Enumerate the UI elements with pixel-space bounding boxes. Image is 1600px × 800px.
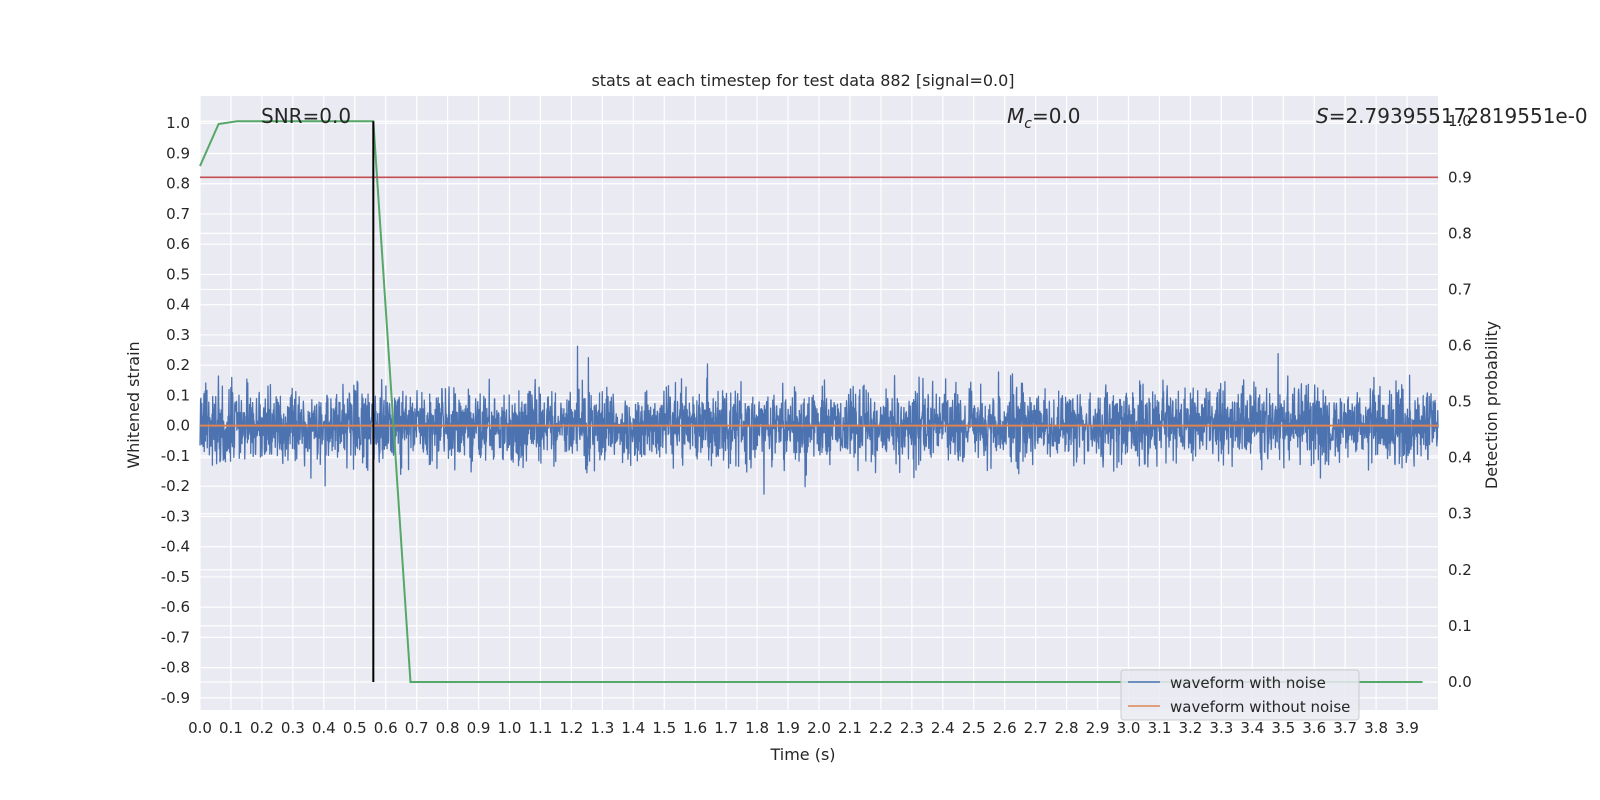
y-tick-label: 0.3 [166, 326, 190, 344]
x-tick-label: 1.0 [498, 719, 522, 737]
x-tick-label: 0.7 [405, 719, 429, 737]
legend-label-waveform-with-noise: waveform with noise [1170, 674, 1326, 692]
x-tick-label: 2.8 [1055, 719, 1079, 737]
y-tick-label: -0.7 [161, 628, 190, 646]
legend-box [1120, 669, 1360, 721]
y-tick-label: -0.3 [161, 507, 190, 525]
x-tick-label: 0.0 [188, 719, 212, 737]
y2-tick-label: 1.0 [1448, 112, 1472, 130]
y-tick-label: 0.7 [166, 205, 190, 223]
x-tick-label: 2.3 [900, 719, 924, 737]
y-tick-label: -0.6 [161, 598, 190, 616]
grid-lines [199, 96, 1438, 710]
x-tick-label: 2.5 [962, 719, 986, 737]
x-tick-label: 1.3 [590, 719, 614, 737]
y-tick-label: 0.6 [166, 235, 190, 253]
y2-tick-label: 0.6 [1448, 337, 1472, 355]
x-tick-label: 2.4 [931, 719, 955, 737]
y-tick-label: -0.5 [161, 568, 190, 586]
x-tick-label: 3.7 [1333, 719, 1357, 737]
chart-title: stats at each timestep for test data 882… [591, 71, 1014, 90]
x-tick-label: 2.7 [1024, 719, 1048, 737]
x-tick-label: 2.1 [838, 719, 862, 737]
y-tick-label: -0.1 [161, 447, 190, 465]
y2-tick-label: 0.4 [1448, 449, 1472, 467]
y-tick-label: -0.2 [161, 477, 190, 495]
x-tick-label: 3.5 [1271, 719, 1295, 737]
x-tick-label: 1.5 [652, 719, 676, 737]
y-axis-label: Whitened strain [124, 341, 143, 468]
y2-tick-label: 0.8 [1448, 224, 1472, 242]
y-tick-label: 0.5 [166, 265, 190, 283]
snr-annotation: SNR=0.0 [261, 104, 351, 128]
x-tick-label: 3.3 [1209, 719, 1233, 737]
series-layer [199, 120, 1439, 683]
x-tick-label: 0.8 [436, 719, 460, 737]
x-tick-label: 1.6 [683, 719, 707, 737]
legend-label-waveform-without-noise: waveform without noise [1170, 698, 1350, 716]
y2-tick-label: 0.0 [1448, 673, 1472, 691]
x-tick-label: 0.5 [343, 719, 367, 737]
y2-tick-label: 0.2 [1448, 561, 1472, 579]
chirp-mass-symbol: M [1007, 104, 1024, 128]
x-tick-label: 0.9 [467, 719, 491, 737]
x-tick-label: 3.9 [1395, 719, 1419, 737]
x-tick-label: 2.0 [807, 719, 831, 737]
series-detection-probability [199, 120, 1423, 683]
x-tick-label: 0.2 [250, 719, 274, 737]
legend: waveform with noise waveform without noi… [1120, 669, 1360, 721]
y2-tick-label: 0.9 [1448, 168, 1472, 186]
series-waveform-with-noise [199, 345, 1439, 495]
chirp-mass-value: =0.0 [1032, 104, 1081, 128]
x-tick-label: 2.6 [993, 719, 1017, 737]
x-tick-label: 3.6 [1302, 719, 1326, 737]
y2-tick-label: 0.7 [1448, 280, 1472, 298]
y-tick-label: 1.0 [166, 114, 190, 132]
y-tick-label: -0.8 [161, 659, 190, 677]
x-tick-label: 0.6 [374, 719, 398, 737]
y-tick-label: -0.9 [161, 689, 190, 707]
x-tick-label: 0.3 [281, 719, 305, 737]
chirp-mass-subscript: c [1024, 116, 1032, 132]
x-tick-label: 0.1 [219, 719, 243, 737]
x-tick-label: 1.1 [529, 719, 553, 737]
x-tick-label: 1.2 [559, 719, 583, 737]
x-tick-label: 1.8 [745, 719, 769, 737]
y2-tick-label: 0.5 [1448, 393, 1472, 411]
x-tick-label: 1.7 [714, 719, 738, 737]
x-tick-label: 3.4 [1240, 719, 1264, 737]
x-tick-label: 3.0 [1117, 719, 1141, 737]
x-axis-label: Time (s) [769, 745, 835, 764]
y-tick-label: 0.1 [166, 386, 190, 404]
x-tick-label: 3.8 [1364, 719, 1388, 737]
y-tick-label: 0.0 [166, 417, 190, 435]
s-symbol: S [1316, 104, 1329, 128]
y-tick-label: 0.2 [166, 356, 190, 374]
x-tick-label: 1.9 [776, 719, 800, 737]
x-tick-label: 2.9 [1086, 719, 1110, 737]
y2-axis-label: Detection probability [1482, 321, 1501, 489]
x-tick-label: 0.4 [312, 719, 336, 737]
x-tick-label: 3.1 [1148, 719, 1172, 737]
y-tick-label: 0.4 [166, 296, 190, 314]
y-tick-label: -0.4 [161, 538, 190, 556]
s-annotation: S=2.793955172819551e-0 [1316, 104, 1588, 128]
y-tick-label: 0.8 [166, 175, 190, 193]
x-tick-label: 1.4 [621, 719, 645, 737]
y2-tick-label: 0.1 [1448, 617, 1472, 635]
tick-labels: 0.0 0.1 0.2 0.3 0.4 0.5 0.6 0.7 0.8 0.9 1.0 1.1 1.2 1… [161, 112, 1472, 737]
y-tick-label: 0.9 [166, 144, 190, 162]
y2-tick-label: 0.3 [1448, 505, 1472, 523]
s-value: =2.793955172819551e-0 [1329, 104, 1588, 128]
chirp-mass-annotation: Mc=0.0 [1007, 104, 1081, 132]
x-tick-label: 2.2 [869, 719, 893, 737]
x-tick-label: 3.2 [1178, 719, 1202, 737]
